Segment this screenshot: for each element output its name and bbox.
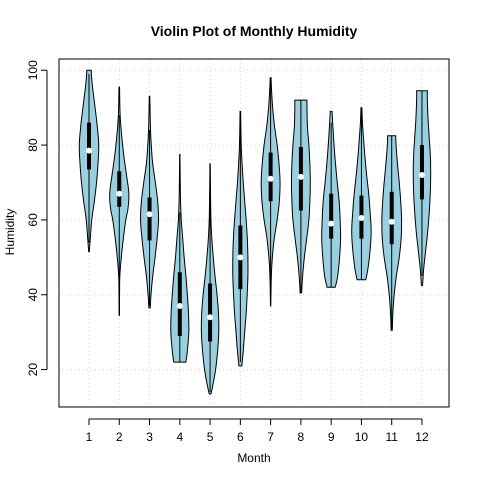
violin-iqr-box [208, 283, 213, 342]
violin-month-9 [321, 110, 342, 288]
violin-iqr-box [117, 171, 122, 207]
violin-median-dot [267, 175, 274, 182]
violin-median-dot [176, 302, 183, 309]
violin-month-1 [78, 69, 100, 253]
violin-month-7 [260, 77, 281, 307]
y-tick-label: 40 [26, 288, 40, 302]
violin-median-dot [328, 220, 335, 227]
y-tick-label: 80 [26, 138, 40, 152]
x-axis-label: Month [237, 451, 270, 465]
x-tick-label: 5 [207, 430, 214, 444]
violin-median-dot [146, 211, 153, 218]
violin-median-dot [297, 173, 304, 180]
violin-median-dot [86, 147, 92, 154]
violin-month-6 [232, 110, 249, 367]
violin-month-8 [290, 99, 311, 294]
x-tick-label: 2 [116, 430, 123, 444]
y-axis-label: Humidity [3, 209, 17, 256]
violin-month-2 [109, 86, 130, 316]
violin-month-10 [351, 107, 372, 281]
x-tick-label: 6 [237, 430, 244, 444]
violin-median-dot [207, 314, 214, 321]
violin-month-11 [381, 135, 403, 331]
violin-median-dot [388, 218, 395, 225]
y-tick-label: 60 [26, 213, 40, 227]
x-tick-label: 7 [267, 430, 274, 444]
plot-frame [58, 58, 450, 408]
y-tick-label: 20 [26, 363, 40, 377]
violin-iqr-box [147, 197, 152, 241]
violin-median-dot [418, 172, 425, 178]
x-tick-label: 11 [385, 430, 398, 444]
violin-month-5 [200, 163, 220, 395]
y-tick-label: 100 [26, 60, 40, 80]
x-tick-label: 10 [355, 430, 369, 444]
violin-month-4 [170, 153, 190, 363]
x-tick-label: 1 [86, 430, 93, 444]
x-tick-label: 12 [415, 430, 429, 444]
x-tick-label: 4 [176, 430, 183, 444]
violin-month-12 [412, 90, 432, 286]
violin-iqr-box [389, 191, 394, 245]
x-tick-label: 8 [298, 430, 305, 444]
chart-title: Violin Plot of Monthly Humidity [151, 23, 358, 39]
violin-median-dot [237, 254, 244, 261]
violins [78, 69, 432, 395]
violin-median-dot [358, 215, 365, 222]
violin-iqr-box [87, 122, 91, 170]
violin-median-dot [116, 190, 123, 197]
violin-month-3 [140, 95, 160, 309]
violin-iqr-box [329, 193, 334, 239]
x-tick-label: 9 [328, 430, 335, 444]
x-tick-label: 3 [146, 430, 153, 444]
